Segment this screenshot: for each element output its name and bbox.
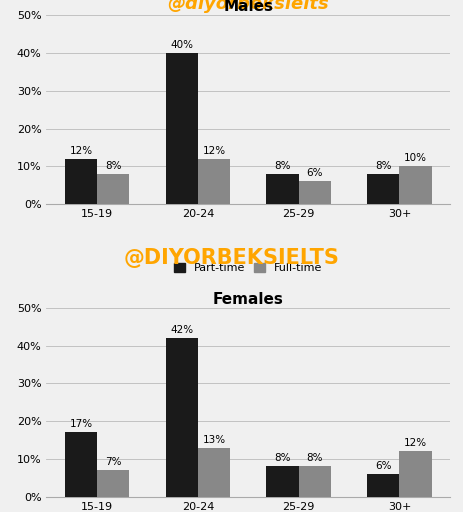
Text: 12%: 12% — [69, 146, 92, 156]
Text: @diyorbeksielts: @diyorbeksielts — [167, 0, 328, 13]
Text: 13%: 13% — [202, 435, 225, 444]
Text: 8%: 8% — [274, 161, 290, 171]
Title: Males: Males — [223, 0, 273, 14]
Bar — [197, 159, 230, 204]
Text: 10%: 10% — [403, 153, 426, 163]
Text: 8%: 8% — [274, 454, 290, 463]
Text: 17%: 17% — [69, 419, 92, 430]
Title: Females: Females — [213, 292, 283, 307]
Bar — [366, 174, 399, 204]
Bar — [197, 447, 230, 497]
Bar — [97, 470, 129, 497]
Text: 6%: 6% — [374, 461, 391, 471]
Text: @DIYORBEKSIELTS: @DIYORBEKSIELTS — [124, 247, 339, 268]
Bar — [165, 338, 197, 497]
Text: 42%: 42% — [170, 325, 193, 335]
Text: 8%: 8% — [306, 454, 322, 463]
Legend: Part-time, Full-time: Part-time, Full-time — [169, 259, 326, 278]
Bar — [399, 166, 431, 204]
Text: 6%: 6% — [306, 168, 322, 178]
Text: 12%: 12% — [403, 438, 426, 449]
Text: 8%: 8% — [374, 161, 391, 171]
Text: 8%: 8% — [105, 161, 121, 171]
Bar — [298, 466, 330, 497]
Text: 12%: 12% — [202, 146, 225, 156]
Bar — [298, 181, 330, 204]
Bar — [65, 159, 97, 204]
Bar — [399, 452, 431, 497]
Text: 7%: 7% — [105, 457, 121, 467]
Bar — [366, 474, 399, 497]
Bar — [266, 466, 298, 497]
Text: 40%: 40% — [170, 40, 193, 50]
Bar — [65, 433, 97, 497]
Bar — [266, 174, 298, 204]
Bar — [97, 174, 129, 204]
Bar — [165, 53, 197, 204]
